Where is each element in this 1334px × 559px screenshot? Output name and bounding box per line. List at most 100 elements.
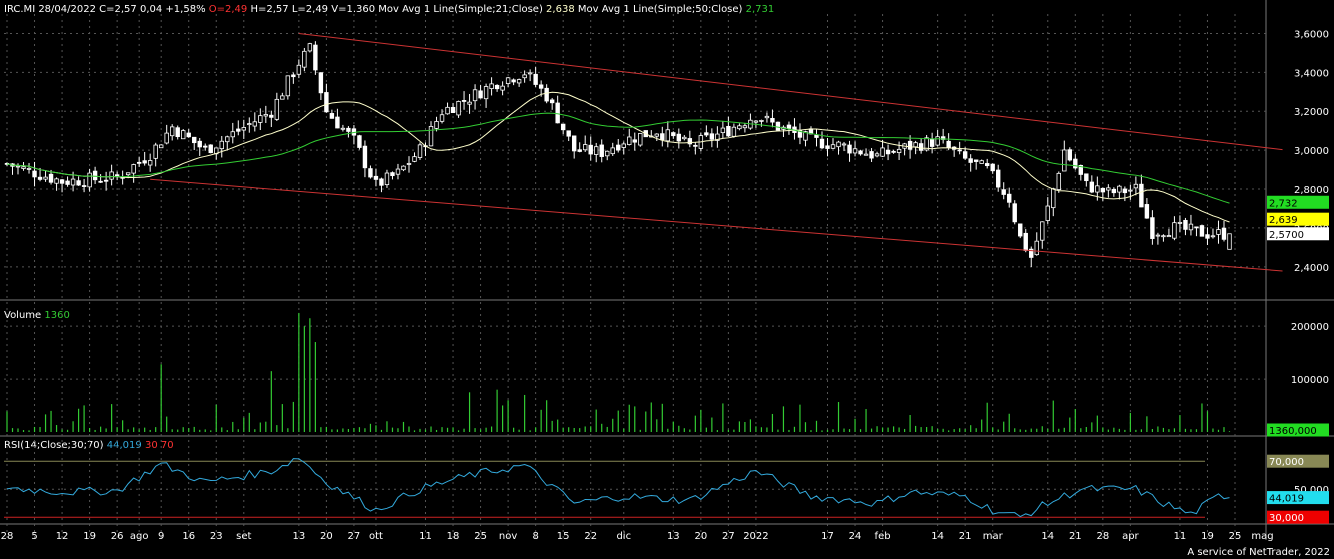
- candle-body: [384, 172, 390, 186]
- candle-body: [1111, 189, 1117, 194]
- x-tick-label: 20: [694, 531, 707, 542]
- candle-body: [527, 72, 533, 75]
- candle-body: [489, 83, 494, 89]
- ma50-line: [6, 112, 1230, 204]
- candle-body: [445, 106, 450, 115]
- candle-body: [175, 127, 180, 138]
- candle-body: [329, 113, 335, 119]
- candle-body: [428, 126, 434, 147]
- candle-body: [170, 126, 175, 137]
- volume-label: Volume: [4, 310, 42, 321]
- candle-body: [318, 72, 324, 94]
- candle-body: [258, 115, 263, 123]
- channel-lower-line: [150, 178, 1283, 272]
- x-tick-label: apr: [1122, 531, 1139, 542]
- x-tick-label: 14: [1041, 531, 1054, 542]
- candle-body: [1067, 149, 1072, 161]
- candle-body: [186, 132, 191, 138]
- candle-body: [990, 163, 995, 172]
- price-badge-bg: [1267, 227, 1329, 241]
- candle-body: [907, 140, 913, 150]
- candle-body: [891, 150, 896, 153]
- candle-body: [230, 131, 235, 138]
- candle-body: [70, 178, 76, 186]
- candle-body: [1007, 193, 1012, 203]
- ma21-line: [6, 91, 1230, 223]
- candle-body: [48, 173, 54, 183]
- candle-body: [973, 159, 979, 162]
- x-tick-label: 28: [1096, 531, 1109, 542]
- candle-body: [709, 133, 715, 140]
- candle-body: [1122, 188, 1128, 194]
- candle-body: [935, 136, 940, 146]
- header-ma21-label: Mov Avg 1 Line(Simple;21;Close): [378, 4, 543, 15]
- candle-body: [1199, 225, 1205, 237]
- header-high: H=2,57: [250, 4, 289, 15]
- candle-body: [412, 156, 417, 162]
- header-symbol-date: IRC.MI 28/04/2022: [4, 4, 96, 15]
- x-tick-label: 27: [722, 531, 735, 542]
- candle-body: [269, 114, 274, 118]
- candle-body: [1029, 248, 1034, 258]
- candle-body: [522, 74, 527, 79]
- candle-body: [1056, 172, 1061, 191]
- header-change: 0,04: [139, 4, 163, 15]
- price-tick-label: 3,6000: [1294, 29, 1329, 40]
- candle-body: [203, 145, 208, 148]
- candle-body: [181, 130, 186, 140]
- candle-body: [1078, 164, 1084, 175]
- x-tick-label: dic: [616, 531, 631, 542]
- candle-body: [125, 172, 131, 176]
- candle-body: [1150, 217, 1155, 239]
- price-tick-label: 3,0000: [1294, 146, 1329, 157]
- candle-body: [775, 121, 781, 131]
- candle-body: [1188, 223, 1194, 231]
- candle-body: [1084, 173, 1089, 182]
- candle-body: [1128, 189, 1133, 192]
- rsi-high: 70: [160, 440, 174, 451]
- candle-body: [599, 144, 604, 157]
- candle-body: [1106, 187, 1111, 191]
- x-tick-label: 13: [667, 531, 680, 542]
- x-tick-label: 11: [419, 531, 432, 542]
- candle-body: [81, 185, 87, 187]
- candle-body: [1139, 183, 1144, 208]
- candle-body: [241, 127, 246, 131]
- candle-body: [291, 74, 296, 78]
- candle-body: [571, 135, 577, 152]
- candle-body: [65, 180, 70, 185]
- x-tick-label: 5: [31, 531, 37, 542]
- candle-body: [390, 172, 395, 177]
- candle-body: [131, 164, 136, 174]
- candle-body: [98, 180, 103, 183]
- candle-body: [825, 145, 830, 149]
- candle-body: [1073, 158, 1078, 169]
- candle-body: [984, 163, 990, 167]
- price-tick-label: 3,4000: [1294, 68, 1329, 79]
- rsi-badge-bg: [1267, 510, 1329, 524]
- rsi-label: RSI(14;Close;30;70): [4, 440, 104, 451]
- candle-body: [357, 135, 362, 148]
- candle-body: [742, 125, 748, 129]
- x-tick-label: 16: [182, 531, 195, 542]
- candle-body: [588, 144, 593, 155]
- x-tick-label: set: [236, 531, 251, 542]
- rsi-low: 30: [144, 440, 158, 451]
- candle-body: [946, 140, 951, 148]
- candle-body: [247, 123, 252, 126]
- candle-body: [676, 133, 682, 142]
- candle-body: [841, 143, 847, 146]
- candle-body: [577, 149, 582, 152]
- candle-body: [1221, 227, 1227, 240]
- candle-body: [1172, 222, 1177, 239]
- x-tick-label: 19: [1201, 531, 1214, 542]
- volume-tick-label: 200000: [1291, 322, 1329, 333]
- candle-body: [638, 133, 643, 146]
- candle-body: [219, 140, 224, 150]
- chart-header: IRC.MI 28/04/2022 C=2,57 0,04 +1,58% O=2…: [4, 4, 774, 15]
- candle-body: [880, 147, 885, 157]
- header-volume: V=1.360: [331, 4, 376, 15]
- x-tick-label: mag: [1251, 531, 1273, 542]
- candle-body: [544, 87, 549, 102]
